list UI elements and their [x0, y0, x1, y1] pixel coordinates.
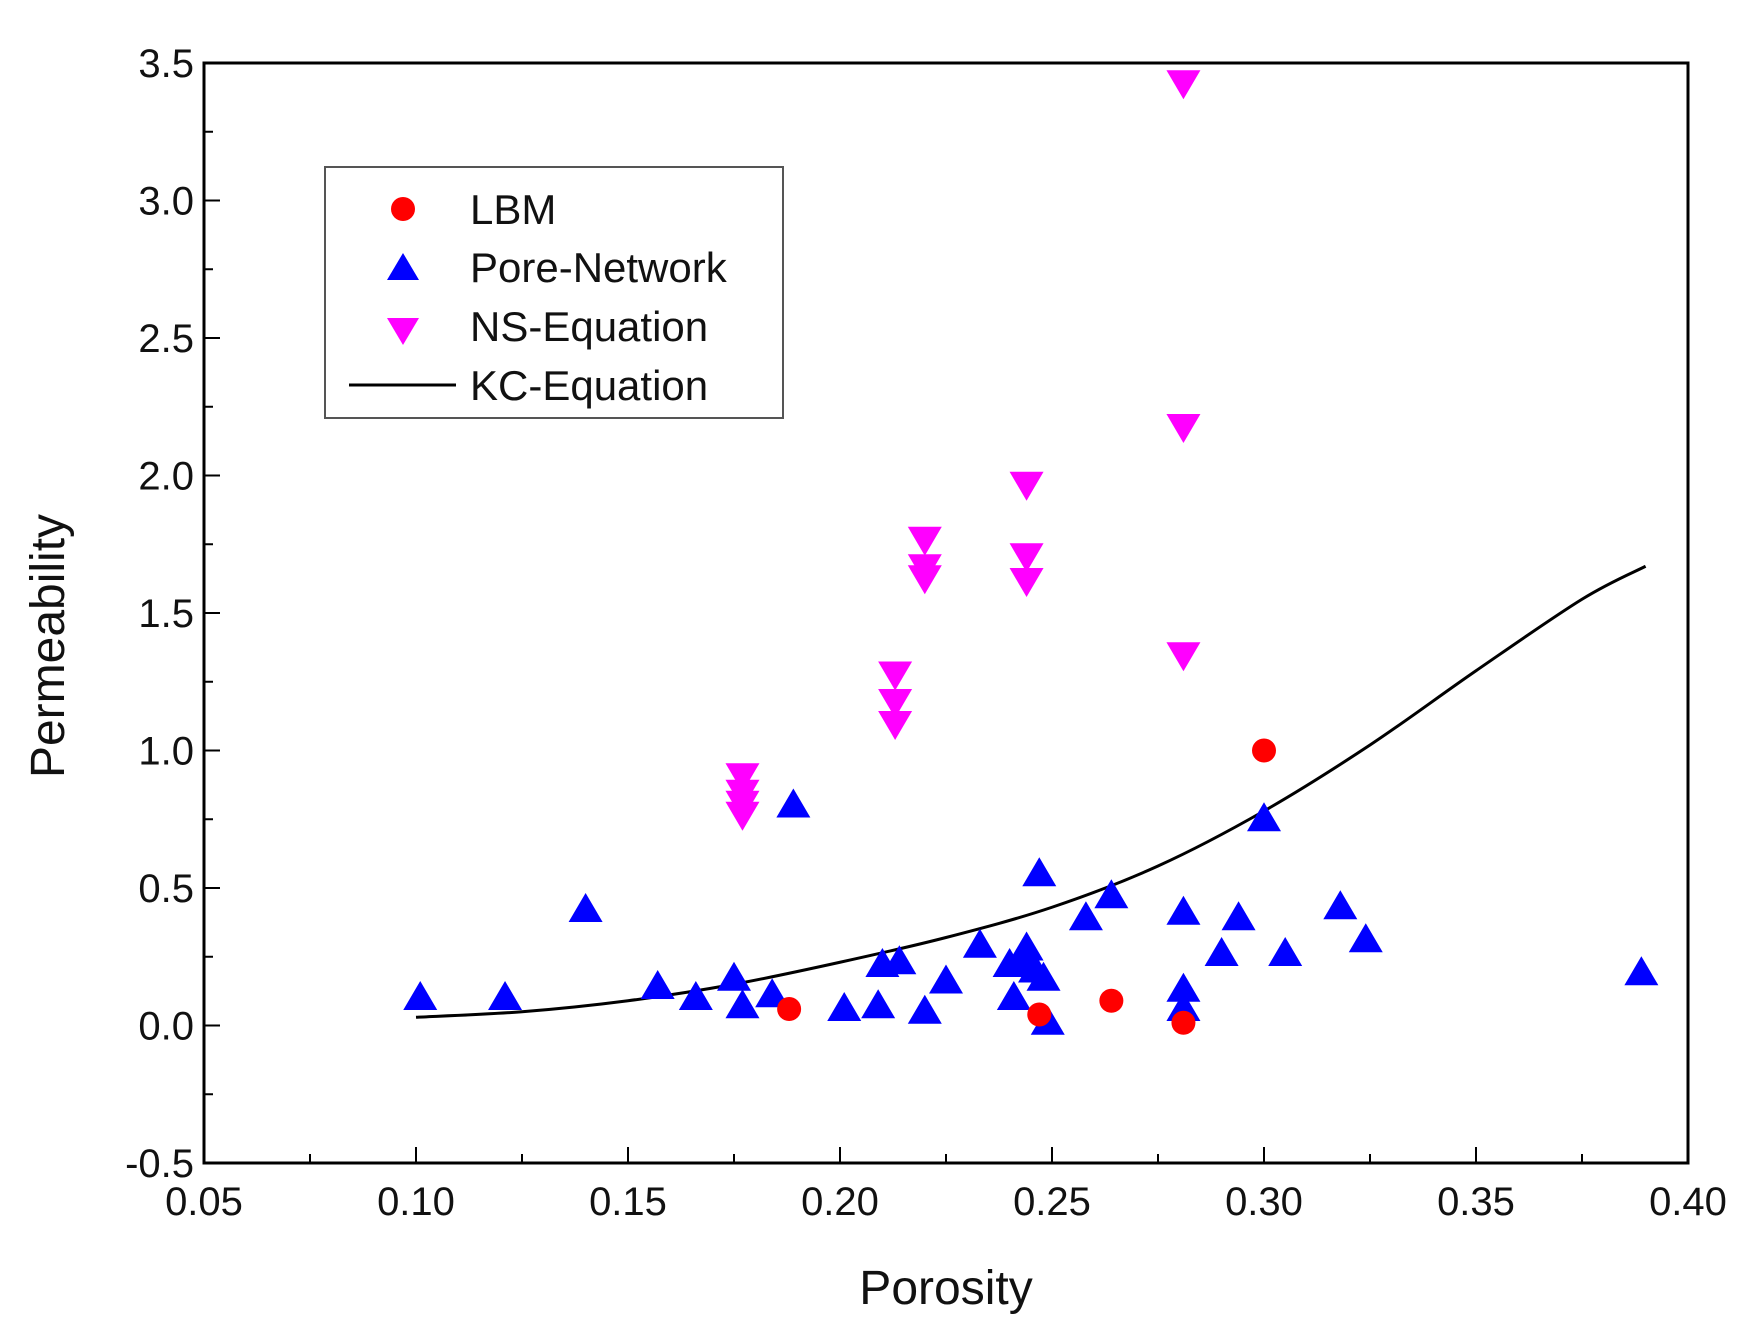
ns-equation-point [1166, 414, 1201, 443]
legend-lbm-marker [391, 197, 415, 221]
pore-network-point [1094, 879, 1129, 909]
pore-network-point [1166, 972, 1201, 1002]
x-tick-label: 0.35 [1437, 1180, 1515, 1224]
legend-pore-network-marker [387, 253, 419, 280]
x-tick-label: 0.15 [589, 1180, 667, 1224]
pore-network-point [568, 893, 603, 922]
ns-equation-point [725, 763, 760, 793]
pore-network-point [1624, 956, 1659, 986]
pore-network-point [861, 989, 896, 1019]
legend-pore-network-label: Pore-Network [470, 244, 728, 291]
pore-network-point [640, 970, 675, 999]
ns-equation-point [878, 689, 913, 718]
legend-lbm-label: LBM [470, 186, 556, 233]
pore-network-point [678, 981, 713, 1010]
lbm-point [777, 997, 802, 1021]
ns-equation-point [1166, 642, 1201, 672]
ns-equation-point [878, 661, 913, 691]
pore-network-point [1348, 923, 1383, 953]
y-tick-label: 2.0 [138, 455, 194, 499]
x-tick-label: 0.20 [801, 1180, 879, 1224]
y-tick-label: -0.5 [125, 1142, 194, 1186]
pore-network-point [1221, 901, 1256, 931]
ns-equation-point [1009, 543, 1044, 573]
pore-network-point [1022, 857, 1057, 887]
pore-network-point [1166, 895, 1201, 925]
lbm-point [1099, 988, 1124, 1013]
y-tick-label: 1.0 [138, 730, 194, 774]
pore-network-point [1247, 802, 1281, 832]
x-tick-label: 0.25 [1013, 1180, 1091, 1224]
y-tick-labels: -0.5 0.0 0.5 1.0 1.5 2.0 2.5 3.0 3.5 [125, 42, 194, 1186]
pore-network-point [1166, 992, 1201, 1021]
ns-equation-point [1166, 70, 1201, 100]
pore-network-point [488, 981, 523, 1010]
x-axis-title: Porosity [859, 1262, 1032, 1315]
pore-network-point [996, 981, 1031, 1010]
x-tick-label: 0.30 [1225, 1180, 1303, 1224]
legend: LBM Pore-Network NS-Equation KC-Equation [324, 166, 784, 419]
pore-network-point [907, 994, 942, 1024]
pore-network-point [1026, 961, 1061, 991]
y-tick-label: 1.5 [138, 592, 194, 636]
pore-network-point [1068, 901, 1103, 931]
y-tick-label: 3.0 [138, 180, 194, 224]
kc-equation-curve [415, 564, 1647, 1019]
x-tick-label: 0.10 [377, 1180, 455, 1224]
pore-network-point [929, 964, 963, 994]
pore-network-point [403, 981, 438, 1010]
markers-layer [403, 70, 1659, 1035]
y-axis-title: Permeability [22, 514, 75, 778]
y-tick-label: 2.5 [138, 317, 194, 361]
pore-network-point [717, 961, 751, 991]
legend-ns-equation-label: NS-Equation [470, 303, 708, 350]
axis-ticks [203, 62, 1689, 1164]
ns-equation-point [878, 711, 913, 740]
lbm-point [1027, 1002, 1052, 1027]
pore-network-point [882, 945, 917, 975]
pore-network-point [755, 978, 790, 1008]
y-tick-label: 0.5 [138, 867, 194, 911]
x-tick-label: 0.05 [165, 1180, 243, 1224]
pore-network-point [725, 989, 760, 1019]
pore-network-point [827, 992, 862, 1021]
pore-network-point [962, 928, 997, 958]
pore-network-point [1204, 937, 1239, 966]
pore-network-point [1009, 931, 1044, 961]
x-tick-labels: 0.05 0.10 0.15 0.20 0.25 0.30 0.35 0.40 [165, 1180, 1727, 1224]
ns-equation-point [907, 565, 942, 595]
ns-equation-point [1009, 471, 1044, 501]
legend-ns-equation-marker [387, 318, 419, 345]
ns-equation-point [725, 801, 760, 831]
y-tick-label: 3.5 [138, 42, 194, 86]
y-tick-label: 0.0 [138, 1005, 194, 1049]
kc-curve-layer [415, 564, 1647, 1019]
lbm-point [1252, 738, 1276, 763]
pore-network-point [776, 788, 811, 818]
x-tick-label: 0.40 [1649, 1180, 1727, 1224]
pore-network-point [1323, 890, 1358, 920]
ns-equation-point [907, 526, 942, 556]
legend-kc-equation-label: KC-Equation [470, 362, 708, 409]
ns-equation-point [1009, 568, 1044, 597]
lbm-point [1171, 1010, 1196, 1035]
pore-network-point [1268, 937, 1303, 966]
